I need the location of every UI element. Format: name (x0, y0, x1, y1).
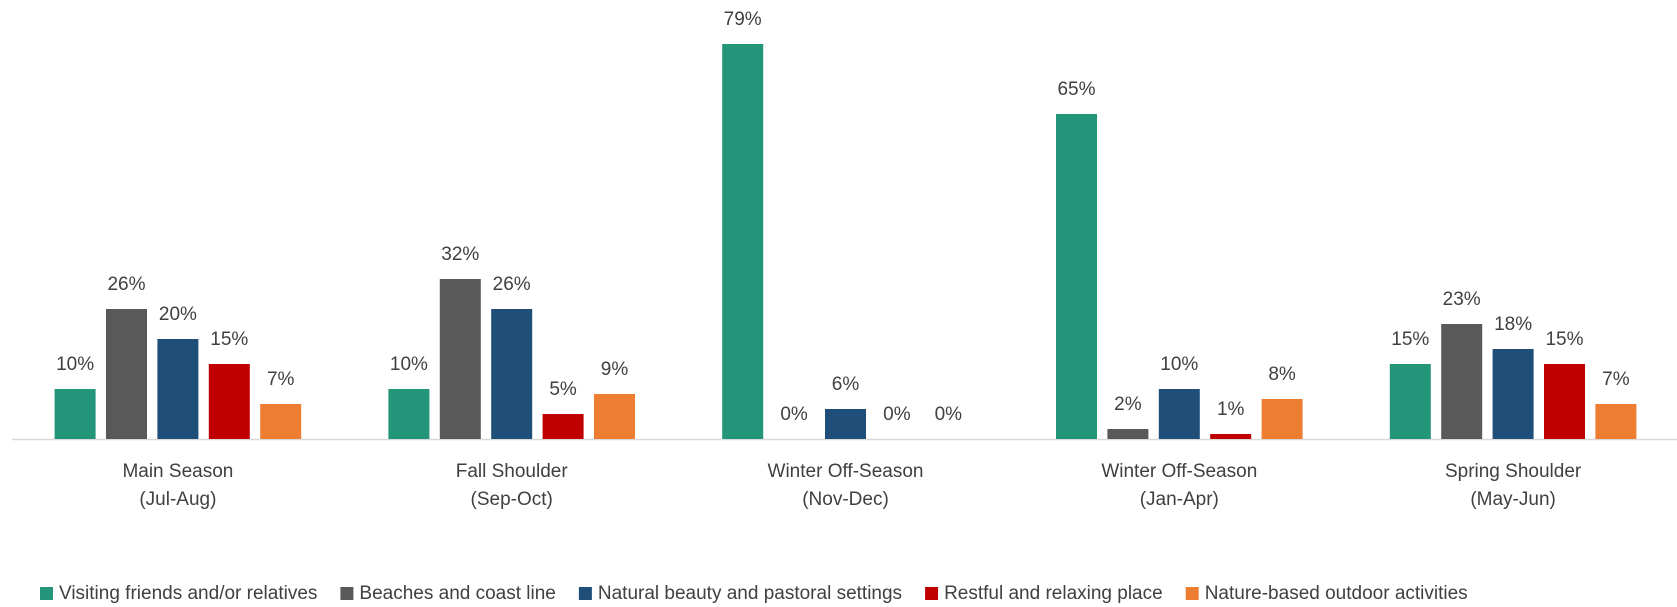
bar (106, 309, 147, 439)
bar (1389, 364, 1431, 439)
legend-swatch (925, 587, 939, 600)
bar (491, 309, 533, 439)
bar (208, 364, 250, 439)
value-label: 10% (56, 354, 94, 375)
x-tick-label: (Nov-Dec) (802, 489, 889, 510)
value-label: 8% (1268, 364, 1296, 385)
value-label: 26% (107, 274, 145, 295)
value-label: 15% (1545, 329, 1583, 350)
legend-swatch (1185, 587, 1199, 600)
value-label: 32% (441, 244, 479, 265)
bar (594, 394, 635, 439)
value-label: 10% (1160, 354, 1198, 375)
legend-swatch (40, 587, 53, 600)
value-label: 15% (1391, 329, 1429, 350)
legend-swatch (578, 587, 592, 600)
value-label: 0% (780, 404, 808, 425)
bar (1158, 389, 1200, 439)
bar (157, 339, 199, 439)
bar (1492, 349, 1534, 439)
value-label: 0% (883, 404, 911, 425)
value-label: 0% (935, 404, 963, 425)
legend-swatch (340, 587, 354, 600)
bar (1210, 434, 1252, 439)
bar (1107, 429, 1149, 439)
x-tick-label: (May-Jun) (1470, 489, 1556, 510)
value-label: 5% (549, 379, 577, 400)
bar (1544, 364, 1585, 439)
x-tick-label: Spring Shoulder (1445, 461, 1582, 482)
bar (388, 389, 430, 439)
bar (260, 404, 302, 439)
legend-label: Beaches and coast line (359, 583, 555, 604)
x-tick-label: (Sep-Oct) (471, 489, 553, 510)
bar (542, 414, 584, 439)
legend-label: Nature-based outdoor activities (1205, 583, 1468, 604)
legend-label: Visiting friends and/or relatives (59, 583, 317, 604)
value-label: 1% (1217, 399, 1245, 420)
bar (1056, 114, 1097, 439)
value-label: 7% (267, 369, 295, 390)
value-label: 7% (1602, 369, 1630, 390)
bar (54, 389, 96, 439)
x-tick-label: Fall Shoulder (456, 461, 569, 482)
bar (1595, 404, 1637, 439)
x-tick-label: Main Season (122, 461, 233, 482)
value-label: 26% (493, 274, 531, 295)
bar (439, 279, 481, 439)
legend-label: Restful and relaxing place (944, 583, 1163, 604)
value-label: 20% (159, 304, 197, 325)
value-label: 23% (1443, 289, 1481, 310)
x-tick-label: Winter Off-Season (768, 461, 924, 482)
value-label: 15% (210, 329, 248, 350)
x-tick-label: (Jan-Apr) (1140, 489, 1219, 510)
value-label: 10% (390, 354, 428, 375)
value-label: 18% (1494, 314, 1532, 335)
value-label: 2% (1114, 394, 1142, 415)
bar (722, 44, 764, 439)
value-label: 65% (1057, 79, 1095, 100)
x-tick-label: Winter Off-Season (1101, 461, 1257, 482)
legend-label: Natural beauty and pastoral settings (598, 583, 902, 604)
bar (1261, 399, 1303, 439)
value-label: 79% (724, 9, 762, 30)
value-label: 9% (601, 359, 629, 380)
x-tick-label: (Jul-Aug) (139, 489, 216, 510)
bar (1441, 324, 1483, 439)
bar (825, 409, 866, 439)
value-label: 6% (832, 374, 860, 395)
